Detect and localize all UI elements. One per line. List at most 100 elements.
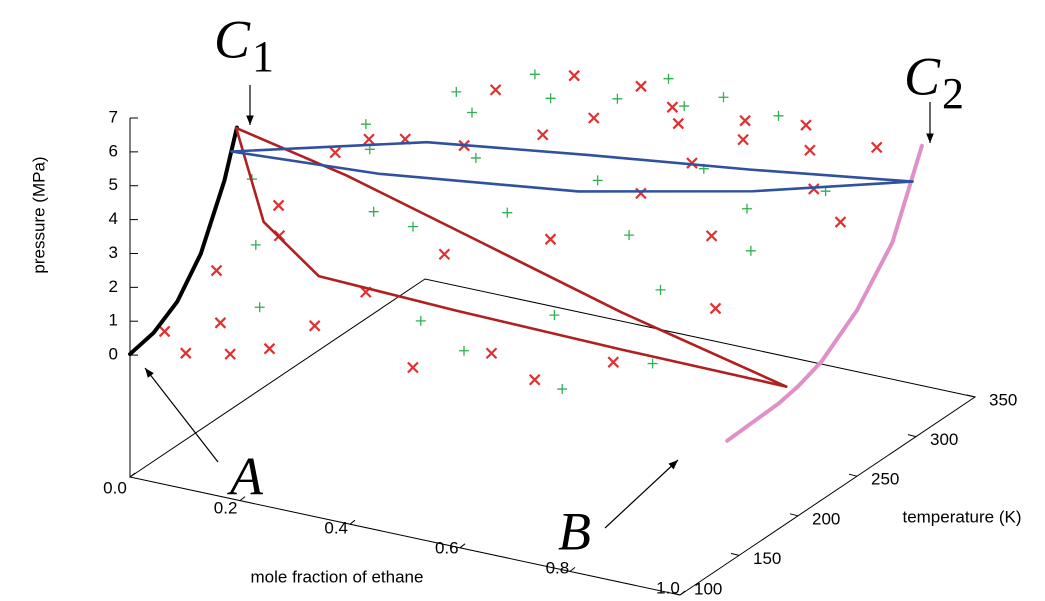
y-tick [730,552,740,556]
z-tick-label: 2 [109,277,118,296]
cross-marker [607,356,620,368]
annotation-subscript: 2 [942,69,964,118]
x-tick [679,590,686,596]
x-tick-label: 1.0 [656,578,680,597]
x-tick-label: 0.0 [103,478,127,497]
cross-marker [635,80,647,93]
y-tick-label: 100 [694,579,722,598]
y-tick-label: 350 [989,390,1017,409]
cross-marker [568,69,580,82]
cross-marker [329,146,341,159]
plus-marker [655,284,666,295]
cross-marker [438,248,451,261]
cross-marker [737,133,749,146]
cross-marker [588,112,600,124]
cross-marker [272,199,285,212]
curve [234,126,788,388]
plus-marker [592,175,603,186]
plus-marker [467,107,477,118]
cross-marker [808,183,820,195]
y-tick-label: 250 [871,470,899,489]
cross-marker [709,302,722,315]
z-tick-label: 3 [109,243,118,262]
plus-marker [360,119,371,130]
cross-marker [485,347,498,360]
curve [234,126,788,388]
cross-marker [635,187,647,200]
cross-marker [870,141,883,154]
plus-marker [557,384,568,395]
cross-marker [489,84,502,96]
cross-marker [672,117,685,130]
y-tick [907,434,917,438]
x-tick [349,519,356,525]
z-tick-label: 6 [109,141,118,160]
plus-marker [545,93,556,104]
x-tick-label: 0.6 [435,538,459,557]
y-tick-label: 150 [753,549,781,568]
cross-marker [544,233,557,245]
plus-marker [368,206,379,217]
cross-marker [263,342,276,355]
x-tick [459,543,466,549]
cross-marker [210,264,223,277]
plus-marker [254,302,265,313]
x-tick [239,496,246,501]
z-tick-label: 4 [109,209,118,228]
y-tick [966,394,976,398]
plus-marker [549,310,560,321]
cross-marker [834,216,847,228]
y-tick-label: 300 [930,430,958,449]
plus-marker [773,110,784,121]
plus-marker [679,101,690,112]
plus-marker [459,345,469,356]
cross-marker [407,361,419,374]
z-tick-label: 0 [109,345,118,364]
y-tick [671,592,681,596]
plus-marker [612,93,623,104]
annotation-letter: C [214,9,251,69]
cross-marker [739,114,751,127]
cross-marker [705,230,718,242]
annotations: C 1 C 2AB [144,9,964,561]
cross-marker [308,320,321,332]
plus-marker [415,315,426,326]
cross-marker [666,101,679,113]
plus-marker [718,92,729,103]
cross-marker [158,325,171,338]
x-tick-label: 0.4 [324,518,348,537]
x-axis-title: mole fraction of ethane [251,567,424,586]
curve [230,140,914,183]
cross-marker [804,144,816,157]
cross-marker [528,373,541,386]
z-axis-title: pressure (MPa) [29,156,48,273]
y-tick [848,473,858,477]
curve [128,125,239,357]
z-tick-label: 1 [109,311,118,330]
cross-marker [800,119,812,131]
y-tick-label: 200 [812,509,840,528]
y-axis-title: temperature (K) [902,507,1021,526]
annotation-letter: B [558,501,591,561]
plot-area [128,69,924,443]
z-tick-label: 7 [109,107,118,126]
x-tick-label: 0.2 [214,498,238,517]
cross-marker [536,128,549,141]
annotation-subscript: 1 [252,32,274,81]
x-tick [129,472,136,478]
arrow [604,459,679,529]
cross-marker [224,348,236,360]
curve [230,150,914,193]
cross-marker [214,317,227,329]
cross-marker [180,347,192,359]
annotation-letter: C [904,46,941,106]
z-tick-label: 5 [109,175,118,194]
cross-marker [363,133,375,146]
plus-marker [408,221,418,232]
arrow [144,367,219,463]
axes-frame: 0 1 2 3 4 5 6 7 0.0 0.2 0.4 0.6 0.8 1.0 100 150 200 250 30… [103,107,1017,598]
plus-marker [647,358,658,369]
plus-marker [470,152,481,163]
plus-marker [663,73,674,84]
